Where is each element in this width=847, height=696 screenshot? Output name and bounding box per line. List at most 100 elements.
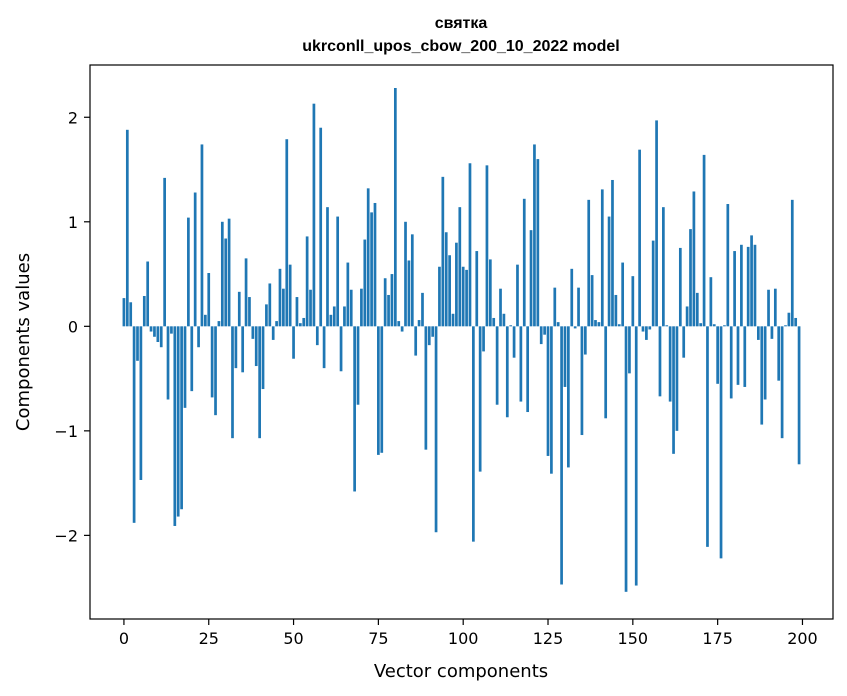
bar-183	[743, 326, 747, 387]
bar-196	[787, 312, 791, 327]
bar-111	[499, 288, 502, 327]
bar-117	[519, 326, 523, 402]
bar-187	[757, 326, 760, 340]
bar-12	[163, 177, 166, 327]
bar-195	[784, 325, 787, 327]
bar-93	[438, 266, 441, 327]
bar-115	[512, 326, 516, 358]
bar-132	[570, 268, 574, 327]
bar-162	[672, 326, 675, 454]
bar-194	[780, 326, 784, 439]
bar-98	[455, 242, 458, 327]
bar-47	[282, 288, 285, 327]
bar-172	[706, 326, 709, 547]
bar-130	[563, 326, 567, 387]
bar-157	[655, 120, 658, 327]
bar-99	[458, 207, 462, 327]
bar-59	[322, 326, 326, 369]
bar-182	[740, 244, 743, 327]
bar-122	[536, 159, 540, 327]
bar-199	[797, 326, 801, 465]
x-tick-label: 50	[283, 629, 303, 648]
bar-56	[312, 103, 316, 327]
bar-84	[407, 260, 411, 327]
bar-124	[543, 326, 546, 335]
bar-69	[356, 326, 360, 405]
y-tick-label: −1	[54, 422, 78, 441]
bar-147	[621, 262, 625, 327]
bar-110	[495, 326, 499, 405]
bar-145	[614, 294, 618, 327]
y-tick-label: 0	[68, 317, 78, 336]
bar-107	[485, 165, 489, 327]
bar-90	[427, 326, 431, 346]
bar-133	[573, 326, 577, 329]
bar-73	[370, 212, 373, 327]
x-tick-label: 150	[618, 629, 649, 648]
bar-180	[733, 251, 736, 327]
y-tick-label: 2	[68, 108, 78, 127]
bar-45	[275, 321, 278, 327]
bar-174	[712, 324, 716, 327]
bar-144	[611, 179, 614, 327]
bar-50	[292, 326, 295, 359]
bar-146	[617, 324, 621, 327]
bar-169	[695, 292, 699, 327]
bar-30	[224, 238, 228, 327]
bar-87	[417, 320, 421, 327]
bar-142	[604, 326, 608, 419]
bar-88	[421, 292, 424, 327]
bar-0	[122, 298, 126, 327]
bar-36	[244, 258, 248, 327]
bar-18	[183, 326, 187, 408]
bar-113	[505, 326, 509, 418]
bar-54	[305, 236, 309, 327]
bar-163	[675, 326, 679, 431]
bar-52	[298, 323, 302, 327]
bar-152	[638, 149, 641, 327]
bar-102	[468, 163, 472, 327]
bar-155	[648, 326, 652, 330]
bar-197	[790, 199, 794, 327]
bar-89	[424, 326, 428, 450]
bar-21	[193, 192, 197, 327]
bar-114	[509, 325, 513, 327]
bar-94	[441, 176, 445, 327]
bar-166	[685, 306, 689, 327]
bar-3	[132, 326, 136, 523]
x-axis-ticks: 0 25 50 75 100 125 150 175 200	[119, 619, 818, 648]
bar-138	[590, 275, 594, 327]
bar-165	[682, 326, 686, 358]
bar-81	[397, 321, 401, 327]
bar-79	[390, 274, 394, 327]
bar-103	[472, 326, 475, 542]
bar-55	[309, 289, 312, 327]
bar-119	[526, 326, 530, 413]
y-axis-label: Components values	[13, 253, 34, 431]
bar-1	[125, 129, 129, 327]
x-tick-label: 200	[787, 629, 818, 648]
bar-178	[726, 204, 730, 327]
bar-171	[702, 154, 706, 327]
bar-75	[377, 326, 380, 455]
bar-16	[176, 326, 180, 517]
bar-121	[533, 144, 536, 327]
chart-title: святка	[435, 15, 488, 32]
bar-60	[326, 207, 329, 327]
bar-140	[597, 322, 601, 327]
bar-77	[383, 278, 387, 327]
bar-190	[767, 289, 770, 327]
bar-33	[234, 326, 238, 369]
bar-58	[319, 127, 323, 327]
bar-25	[207, 273, 211, 327]
bar-120	[529, 230, 533, 327]
bar-118	[522, 198, 526, 327]
bar-53	[302, 317, 306, 327]
bar-143	[607, 216, 611, 327]
bar-104	[475, 251, 479, 327]
bar-192	[773, 288, 777, 327]
bar-76	[380, 326, 384, 453]
bar-62	[332, 306, 336, 327]
bar-14	[170, 326, 173, 334]
